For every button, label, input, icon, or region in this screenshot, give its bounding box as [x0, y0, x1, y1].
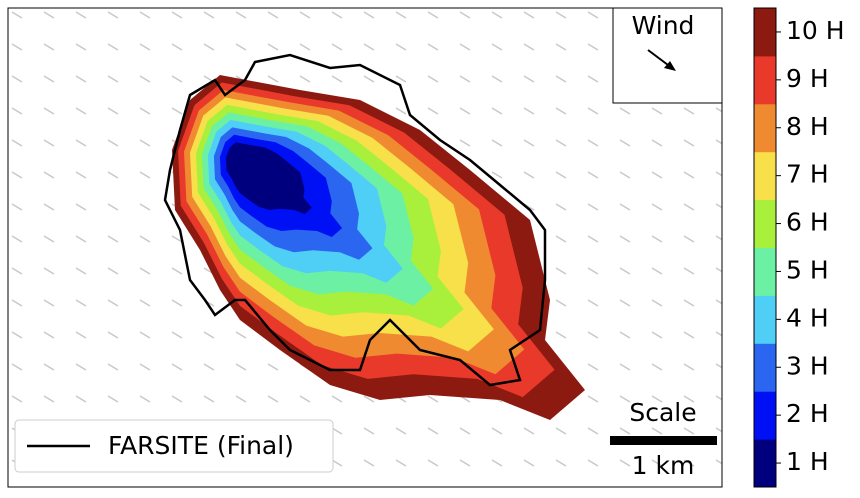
colorbar-band [754, 8, 776, 57]
legend-box [14, 419, 334, 473]
wind-label: Wind [632, 11, 695, 40]
colorbar-band [754, 343, 776, 392]
colorbar-band [754, 391, 776, 440]
colorbar-band [754, 199, 776, 248]
wind-arrow-head [664, 61, 676, 71]
colorbar-label: 8 H [786, 112, 829, 141]
farsite-outline [163, 53, 547, 387]
colorbar-band [754, 151, 776, 201]
colorbar-band [754, 295, 776, 344]
colorbar-band [754, 439, 776, 488]
colorbar-label: 9 H [786, 64, 829, 93]
colorbar-band [754, 55, 776, 105]
colorbar-label: 3 H [786, 351, 829, 380]
fire-zone [225, 142, 312, 215]
plot-frame [7, 7, 723, 488]
colorbar-band [754, 103, 776, 153]
colorbar-label: 2 H [786, 399, 829, 428]
colorbar-label: 10 H [786, 16, 845, 45]
colorbar-label: 4 H [786, 303, 829, 332]
colorbar-label: 1 H [786, 447, 829, 476]
scale-label: 1 km [632, 451, 695, 480]
colorbar-label: 7 H [786, 160, 829, 189]
legend-label: FARSITE (Final) [108, 431, 294, 460]
colorbar-label: 6 H [786, 208, 829, 237]
fire-arrival-map [172, 75, 585, 420]
wind-box [612, 7, 723, 104]
colorbar-frame [753, 7, 777, 488]
colorbar: 1 H 2 H 3 H 4 H 5 H 6 H 7 H 8 H 9 H 10 H [753, 7, 845, 488]
scale-bar [610, 436, 717, 445]
colorbar-label: 5 H [786, 255, 829, 284]
colorbar-band [754, 247, 776, 296]
scale-title: Scale [629, 398, 696, 427]
